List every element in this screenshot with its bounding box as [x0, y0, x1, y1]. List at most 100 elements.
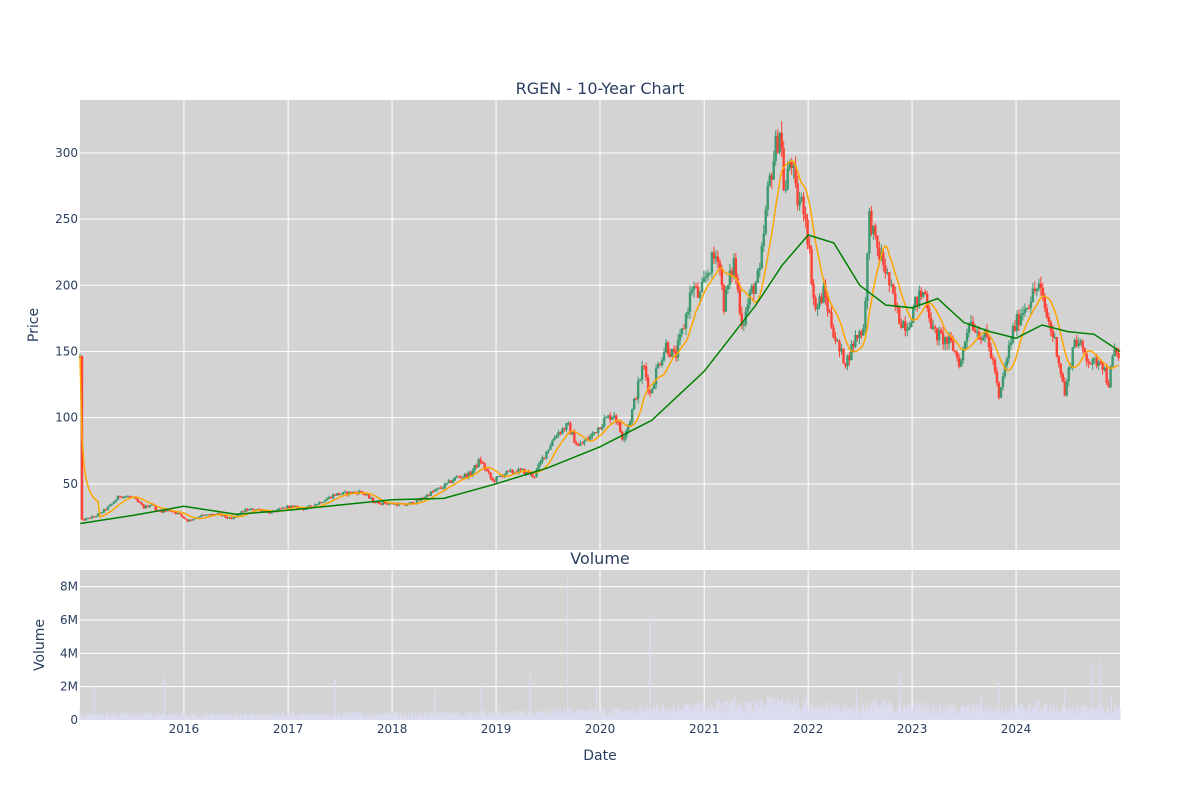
candle-body [619, 422, 622, 432]
candle-body [670, 349, 674, 357]
candle-body [902, 321, 905, 328]
candle-body [928, 308, 931, 319]
price-y-axis-title: Price [26, 308, 42, 342]
candle-body [166, 510, 169, 512]
candle-body [814, 297, 817, 310]
candle-body [607, 415, 610, 418]
candle-body [844, 363, 847, 367]
candle-body [230, 517, 233, 519]
candle-body [955, 351, 959, 358]
candle-body [862, 328, 865, 336]
candle-body [483, 463, 486, 469]
candle-body [1071, 347, 1074, 368]
price-candles[interactable] [78, 121, 1120, 523]
candle-body [856, 334, 859, 339]
candle-body [1111, 356, 1114, 367]
candle-body [142, 504, 145, 509]
candle-body [533, 476, 536, 478]
candle-body [435, 488, 439, 491]
candle-body [204, 514, 207, 516]
candle-body [451, 480, 454, 483]
candle-body [752, 285, 755, 294]
candle-body [521, 468, 524, 470]
candle-body [1083, 347, 1086, 355]
candle-body [240, 511, 243, 515]
candle-body [852, 343, 855, 347]
candle-body [864, 301, 867, 329]
candle-body [320, 502, 323, 504]
candle-body [617, 422, 620, 424]
candle-body [439, 487, 443, 489]
candle-body [712, 252, 716, 259]
x-tick-label: 2021 [689, 722, 720, 736]
price-y-tick-label: 250 [55, 212, 78, 226]
candle-body [339, 494, 343, 496]
volume-y-axis-title: Volume [32, 619, 48, 671]
candle-body [758, 268, 761, 271]
candle-body [547, 449, 550, 452]
candle-body [1013, 325, 1017, 331]
volume-y-ticks: 0 2M 4M 6M 8M [60, 580, 78, 727]
candle-body [345, 491, 349, 495]
candle-body [555, 435, 558, 438]
candle-body [700, 281, 704, 293]
candle-body [467, 472, 470, 478]
volume-y-tick-label: 8M [60, 580, 78, 594]
candle-body [349, 491, 353, 494]
candle-body [164, 510, 167, 512]
candle-body [999, 387, 1003, 398]
candle-body [1041, 287, 1045, 296]
candle-body [714, 256, 718, 259]
candle-body [1039, 283, 1043, 288]
candle-body [822, 285, 825, 303]
candle-body [734, 258, 738, 279]
candle-body [92, 516, 96, 518]
price-panel: 50 100 150 200 250 300 RGEN - 10-Year Chart P… [26, 79, 1121, 550]
candle-body [321, 501, 325, 503]
candle-body [680, 328, 684, 334]
candle-body [876, 235, 879, 248]
volume-bars[interactable] [79, 576, 1121, 720]
candle-body [316, 504, 319, 506]
candle-body [951, 340, 955, 351]
candle-body [102, 509, 106, 513]
candle-body [802, 196, 805, 215]
candle-body [953, 350, 957, 352]
candle-body [168, 510, 171, 512]
candle-body [1079, 340, 1082, 344]
candle-body [148, 505, 151, 508]
price-y-tick-label: 50 [63, 477, 78, 491]
candle-body [660, 360, 664, 366]
candle-body [395, 503, 399, 506]
candle-body [531, 473, 534, 477]
candle-body [120, 496, 124, 498]
candle-body [471, 470, 474, 476]
candle-body [479, 459, 482, 463]
candle-body [630, 409, 634, 422]
candle-body [238, 514, 241, 516]
candle-body [405, 504, 409, 506]
candle-body [824, 285, 827, 298]
candle-body [1097, 361, 1100, 366]
candle-body [782, 148, 785, 191]
candle-body [202, 514, 205, 516]
candle-body [754, 282, 757, 294]
candle-body [184, 518, 187, 520]
candle-body [433, 490, 437, 492]
candle-body [768, 175, 771, 186]
candle-body [140, 502, 143, 505]
candle-body [507, 470, 510, 472]
candle-body [423, 497, 427, 499]
price-y-tick-label: 300 [55, 146, 78, 160]
candle-body [90, 516, 94, 519]
candle-body [583, 440, 586, 444]
candle-body [1065, 381, 1068, 396]
candle-body [314, 504, 317, 507]
price-y-tick-label: 100 [55, 411, 78, 425]
candle-body [840, 348, 843, 352]
candle-body [493, 480, 496, 482]
candle-body [1007, 344, 1011, 359]
candle-body [868, 210, 871, 254]
candle-body [686, 311, 690, 315]
